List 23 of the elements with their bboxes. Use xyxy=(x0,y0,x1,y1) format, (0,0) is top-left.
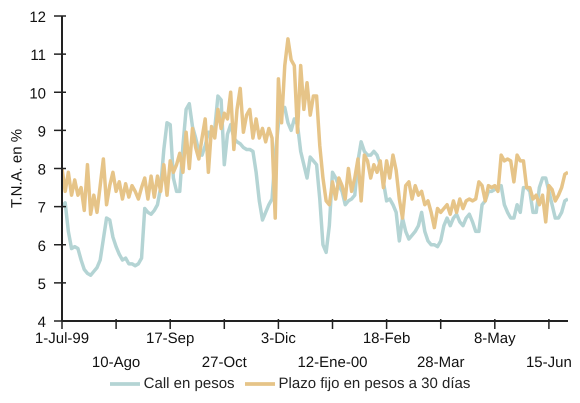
legend-label: Plazo fijo en pesos a 30 días xyxy=(278,374,470,392)
y-tick-label: 6 xyxy=(38,238,46,255)
y-tick-label: 4 xyxy=(38,314,46,331)
x-tick-label: 15-Jun xyxy=(526,354,572,371)
y-tick-label: 8 xyxy=(38,162,46,178)
x-tick-label: 18-Feb xyxy=(362,330,410,347)
legend-label: Call en pesos xyxy=(144,374,235,392)
x-tick-label: 3-Dic xyxy=(260,330,296,347)
y-tick-label: 12 xyxy=(29,9,46,26)
x-tick-label: 1-Jul-99 xyxy=(34,330,90,347)
y-tick-label: 7 xyxy=(38,200,46,217)
x-tick-label: 8-May xyxy=(474,330,516,347)
y-axis-title: T.N.A. en % xyxy=(8,128,26,208)
y-tick-label: 9 xyxy=(38,123,46,140)
x-tick-label: 17-Sep xyxy=(146,330,194,347)
x-tick-label: 28-Mar xyxy=(416,354,464,371)
x-tick-label: 10-Ago xyxy=(92,354,140,371)
x-tick-label: 12-Ene-00 xyxy=(297,354,368,371)
y-tick-label: 5 xyxy=(38,276,46,293)
y-tick-label: 11 xyxy=(30,47,46,64)
y-tick-label: 10 xyxy=(29,85,46,102)
line-series xyxy=(62,37,568,230)
x-tick-label: 27-Oct xyxy=(202,354,248,371)
